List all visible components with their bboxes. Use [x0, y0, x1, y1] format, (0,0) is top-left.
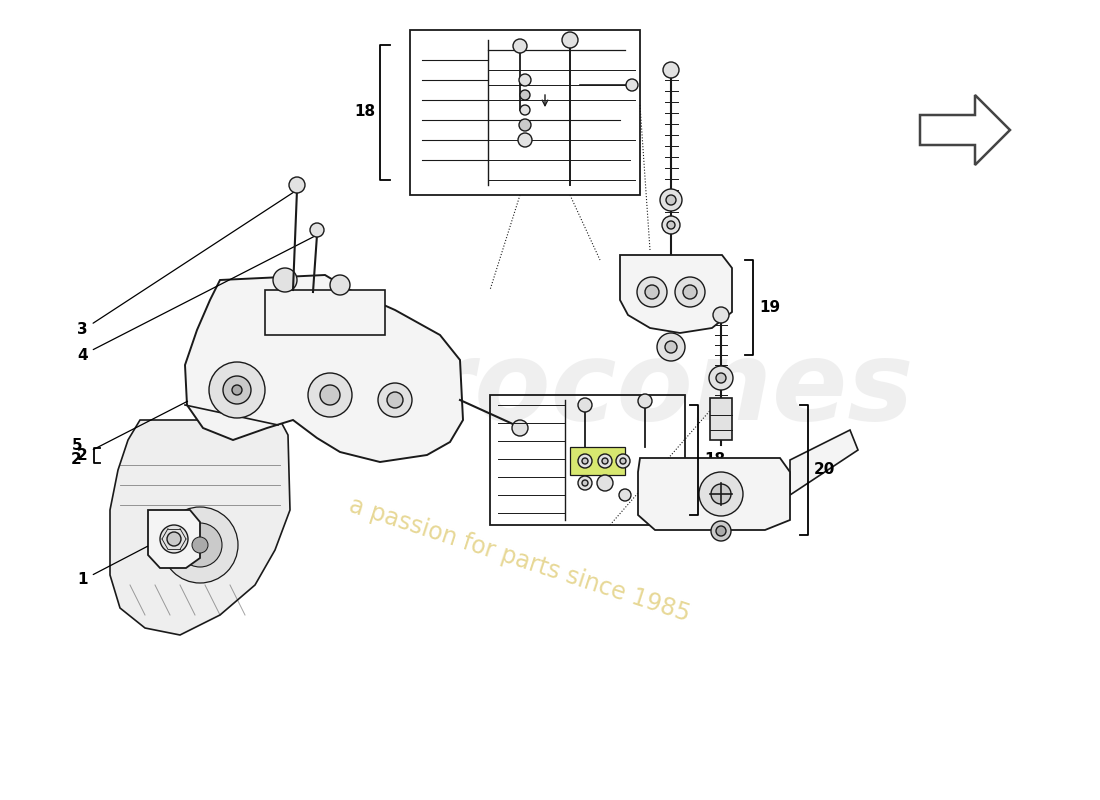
Polygon shape — [185, 275, 463, 462]
Bar — [570, 447, 625, 475]
Circle shape — [518, 133, 532, 147]
Circle shape — [387, 392, 403, 408]
Circle shape — [192, 537, 208, 553]
Circle shape — [638, 394, 652, 408]
Circle shape — [513, 39, 527, 53]
Circle shape — [520, 105, 530, 115]
Circle shape — [320, 385, 340, 405]
Circle shape — [178, 523, 222, 567]
Circle shape — [378, 383, 412, 417]
Polygon shape — [638, 458, 790, 530]
Circle shape — [663, 62, 679, 78]
Text: 2: 2 — [72, 453, 82, 467]
Circle shape — [519, 119, 531, 131]
Circle shape — [209, 362, 265, 418]
Circle shape — [713, 307, 729, 323]
Circle shape — [160, 525, 188, 553]
Circle shape — [675, 277, 705, 307]
Text: 4: 4 — [77, 236, 315, 362]
Circle shape — [683, 285, 697, 299]
Circle shape — [310, 223, 324, 237]
Circle shape — [620, 458, 626, 464]
Circle shape — [711, 521, 732, 541]
Polygon shape — [148, 510, 200, 568]
Circle shape — [626, 79, 638, 91]
Text: 18: 18 — [354, 105, 375, 119]
Text: 19: 19 — [759, 300, 780, 315]
Text: 5: 5 — [72, 438, 82, 453]
Text: 2: 2 — [77, 402, 187, 462]
Circle shape — [520, 90, 530, 100]
Circle shape — [716, 526, 726, 536]
Circle shape — [167, 532, 182, 546]
Circle shape — [519, 74, 531, 86]
Circle shape — [602, 458, 608, 464]
Circle shape — [578, 454, 592, 468]
Text: 20: 20 — [814, 462, 835, 478]
Text: eurocones: eurocones — [266, 337, 914, 443]
Circle shape — [578, 476, 592, 490]
Circle shape — [645, 285, 659, 299]
Bar — [410, 30, 640, 195]
Circle shape — [637, 277, 667, 307]
Circle shape — [666, 341, 676, 353]
Circle shape — [698, 472, 742, 516]
Polygon shape — [620, 255, 732, 333]
Circle shape — [597, 475, 613, 491]
Circle shape — [662, 216, 680, 234]
Circle shape — [562, 32, 578, 48]
Text: 3: 3 — [77, 191, 295, 338]
Bar — [490, 395, 685, 525]
Circle shape — [582, 480, 588, 486]
Circle shape — [716, 373, 726, 383]
Circle shape — [660, 189, 682, 211]
Circle shape — [657, 333, 685, 361]
Circle shape — [616, 454, 630, 468]
Circle shape — [710, 366, 733, 390]
Circle shape — [619, 489, 631, 501]
Polygon shape — [790, 430, 858, 495]
Text: 1: 1 — [77, 546, 147, 587]
Circle shape — [289, 177, 305, 193]
Text: a passion for parts since 1985: a passion for parts since 1985 — [346, 494, 693, 626]
Circle shape — [711, 484, 732, 504]
Circle shape — [667, 221, 675, 229]
Bar — [710, 398, 732, 440]
Text: 18: 18 — [704, 453, 725, 467]
Circle shape — [308, 373, 352, 417]
Circle shape — [232, 385, 242, 395]
Circle shape — [223, 376, 251, 404]
Circle shape — [666, 195, 676, 205]
Circle shape — [162, 507, 238, 583]
Circle shape — [273, 268, 297, 292]
Circle shape — [598, 454, 612, 468]
Circle shape — [512, 420, 528, 436]
Bar — [265, 290, 385, 335]
Circle shape — [330, 275, 350, 295]
Circle shape — [578, 398, 592, 412]
Circle shape — [582, 458, 588, 464]
Polygon shape — [110, 420, 290, 635]
